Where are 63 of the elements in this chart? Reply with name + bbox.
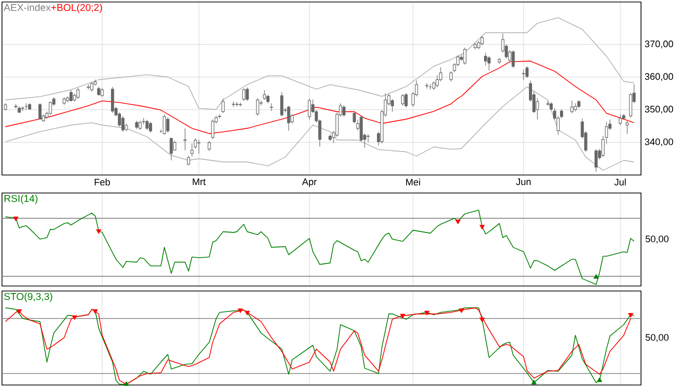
candlestick [70,90,73,102]
chart-title: AEX-index [4,4,51,12]
candlestick [166,117,170,133]
x-tick-label: Jun [516,178,531,186]
text: 50,00 [646,236,669,244]
candlestick [76,88,80,100]
candlestick [162,114,166,135]
candlestick [449,70,453,82]
candlestick [525,66,529,78]
y-tick-label: 360,00 [644,73,674,81]
point [72,315,78,320]
point [531,380,537,384]
candlestick [522,69,526,80]
candlestick [570,100,574,114]
candlestick [48,101,52,115]
point [628,313,634,318]
point [596,377,602,382]
text: 50,00 [646,334,669,342]
x-tick-label: Feb [94,178,110,186]
candlestick [38,102,42,120]
candlestick [110,86,114,114]
candlestick [404,92,408,108]
point [124,381,129,386]
candlestick [463,47,466,65]
series-label: STO(9,3,3) [4,292,52,302]
candlestick [401,94,404,106]
candlestick [342,105,346,117]
point [424,310,430,316]
y-tick-label: 340,00 [644,138,674,146]
candlestick [626,120,629,134]
x-tick-label: Mei [406,178,420,186]
point [92,309,98,314]
candlestick [146,120,149,130]
point [455,220,461,224]
series-label: RSI(14) [4,194,38,204]
x-tick-label: Jul [614,178,626,186]
candlestick [618,114,622,126]
candlestick [594,148,598,172]
point [13,216,18,222]
candlestick [121,116,124,132]
point [458,308,464,314]
candlestick [148,121,152,133]
candlestick [629,92,632,118]
point [593,274,599,279]
x-tick-label: Mrt [192,178,206,186]
candlestick [512,50,515,68]
candlestick [190,143,194,158]
x-tick-label: Apr [302,178,317,187]
point [96,229,102,234]
point [479,224,485,230]
point [16,309,22,314]
candlestick [186,155,190,166]
point [400,314,406,318]
candlestick [170,137,173,161]
candlestick [487,56,491,71]
y-tick-label: 350,00 [644,106,674,114]
y-tick-label: 370,00 [644,40,674,48]
candlestick [138,120,142,130]
candlestick [536,98,539,120]
text: +BOL(20;2) [51,4,102,13]
candlestick [90,82,94,92]
candlestick [480,36,484,46]
point [479,318,485,322]
